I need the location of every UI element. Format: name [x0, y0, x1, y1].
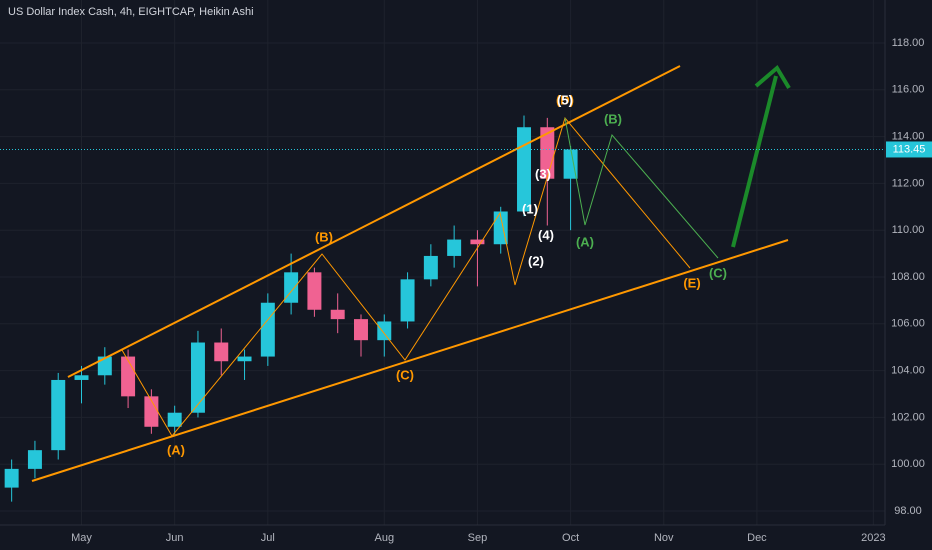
wave-label: (D) — [556, 92, 574, 107]
y-tick-label: 98.00 — [894, 505, 922, 517]
candles — [4, 115, 578, 502]
candle-body — [4, 468, 19, 488]
candle-body — [144, 396, 159, 427]
arrow-head — [754, 64, 791, 90]
x-tick-label: Sep — [468, 532, 488, 544]
candle-body — [470, 239, 485, 245]
candle-body — [307, 272, 322, 310]
wave-label: (4) — [538, 227, 554, 242]
x-tick-label: Jul — [261, 532, 275, 544]
channel-lower — [31, 239, 789, 482]
x-tick-label: Jun — [166, 532, 184, 544]
y-tick-label: 102.00 — [891, 411, 925, 423]
wave-label: (5) — [557, 92, 573, 107]
candle-body — [121, 356, 136, 397]
x-tick-label: May — [71, 532, 92, 544]
candle-body — [517, 127, 531, 212]
y-tick-label: 112.00 — [892, 177, 925, 189]
channel-upper — [67, 65, 681, 378]
candle-body — [237, 356, 252, 362]
candle-body — [74, 375, 89, 380]
x-tick-label: Oct — [562, 532, 579, 544]
x-tick-label: Aug — [374, 532, 394, 544]
grid — [0, 0, 885, 525]
y-tick-label: 100.00 — [891, 458, 925, 470]
x-tick-label: Nov — [654, 532, 674, 544]
candle-body — [260, 302, 275, 357]
candle-body — [377, 321, 392, 341]
y-tick-label: 114.00 — [892, 131, 925, 143]
wave-label: (3) — [535, 166, 551, 181]
candle-body — [354, 319, 368, 341]
chart-title: US Dollar Index Cash, 4h, EIGHTCAP, Heik… — [8, 6, 254, 18]
candle-body — [447, 239, 462, 256]
wave-green — [564, 117, 719, 259]
wave-label: (C) — [396, 367, 414, 382]
y-tick-label: 108.00 — [891, 271, 925, 283]
y-tick-label: 116.00 — [892, 84, 925, 96]
x-tick-label: 2023 — [861, 532, 885, 544]
candle-body — [400, 279, 415, 322]
candle-body — [190, 342, 205, 413]
candle-body — [214, 342, 229, 362]
wave-label: (A) — [167, 442, 185, 457]
x-tick-label: Dec — [747, 532, 767, 544]
y-tick-label: 110.00 — [892, 224, 925, 236]
price-tag-label: 113.45 — [893, 143, 926, 155]
wave-label: (A) — [576, 234, 594, 249]
wave-label: (C) — [709, 265, 727, 280]
y-tick-label: 106.00 — [891, 318, 925, 330]
wave-label: (B) — [604, 111, 622, 126]
y-tick-label: 104.00 — [891, 365, 925, 377]
wave-label: (E) — [683, 275, 700, 290]
candle-body — [563, 149, 578, 179]
price-tag — [886, 141, 932, 158]
wave-label: (2) — [528, 253, 544, 268]
candle-body — [51, 379, 66, 451]
candle-body — [493, 211, 508, 245]
candle-body — [27, 450, 42, 469]
drawings — [31, 64, 791, 482]
y-tick-label: 118.00 — [892, 37, 925, 49]
candle-body — [97, 356, 112, 376]
wave-label: (1) — [522, 201, 538, 216]
candle-body — [330, 309, 345, 320]
wave-orange — [67, 116, 691, 437]
arrow-shaft — [731, 75, 778, 248]
wave-label: (B) — [315, 229, 333, 244]
candle-body — [167, 412, 182, 427]
candle-body — [423, 255, 438, 280]
